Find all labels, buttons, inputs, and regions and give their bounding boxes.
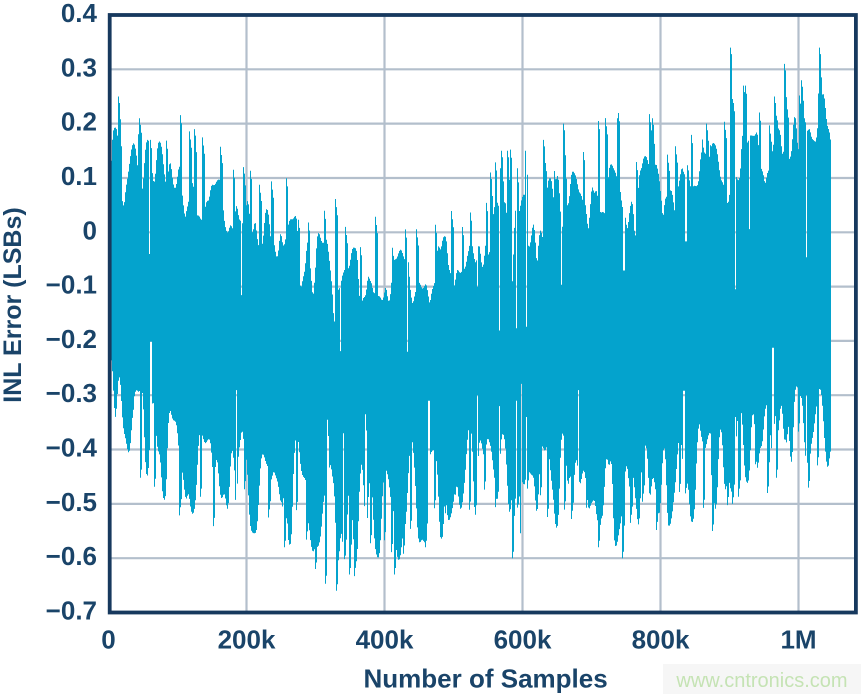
svg-text:400k: 400k xyxy=(356,625,414,655)
svg-text:0.1: 0.1 xyxy=(61,161,97,191)
svg-text:−0.1: −0.1 xyxy=(46,270,97,300)
svg-text:−0.2: −0.2 xyxy=(46,324,97,354)
svg-text:Number of Samples: Number of Samples xyxy=(364,664,608,694)
svg-text:www.cntronics.com: www.cntronics.com xyxy=(675,670,847,692)
svg-text:−0.5: −0.5 xyxy=(46,487,97,517)
svg-text:0.2: 0.2 xyxy=(61,107,97,137)
svg-text:1M: 1M xyxy=(780,625,816,655)
svg-text:200k: 200k xyxy=(218,625,276,655)
svg-text:−0.3: −0.3 xyxy=(46,378,97,408)
svg-text:0.4: 0.4 xyxy=(61,0,98,28)
svg-text:−0.4: −0.4 xyxy=(46,433,98,463)
svg-text:800k: 800k xyxy=(632,625,690,655)
svg-text:−0.6: −0.6 xyxy=(46,541,97,571)
svg-text:0: 0 xyxy=(101,625,115,655)
svg-text:INL Error (LSBs): INL Error (LSBs) xyxy=(0,207,27,402)
svg-text:0: 0 xyxy=(83,215,97,245)
svg-text:−0.7: −0.7 xyxy=(46,596,97,626)
svg-text:0.3: 0.3 xyxy=(61,52,97,82)
svg-text:600k: 600k xyxy=(494,625,552,655)
